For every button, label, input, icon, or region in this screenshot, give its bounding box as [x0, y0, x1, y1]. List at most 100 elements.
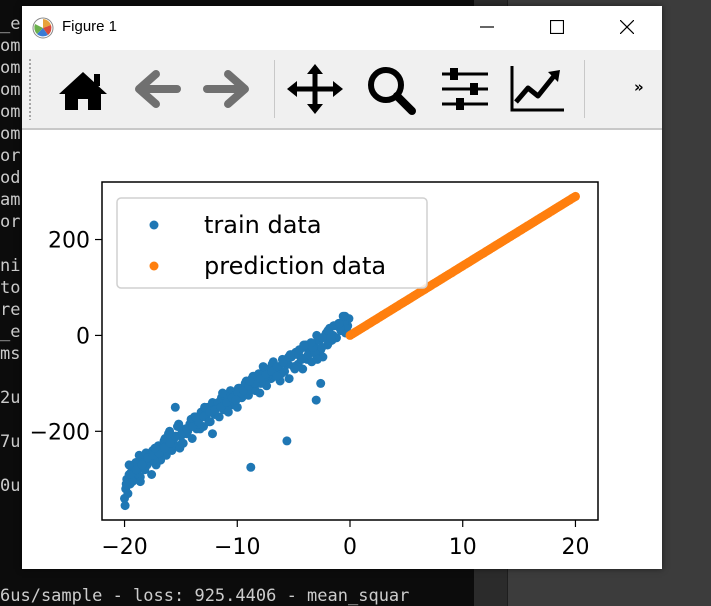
train-data-point [164, 429, 173, 439]
toolbar-separator [274, 60, 275, 118]
train-data-points [120, 311, 354, 511]
train-data-point [285, 350, 295, 360]
train-data-point [147, 470, 157, 479]
close-icon [620, 20, 634, 34]
window-title: Figure 1 [62, 18, 118, 35]
train-data-point [290, 364, 300, 374]
terminal-line: re [0, 300, 21, 320]
terminal-line: om [0, 124, 21, 144]
forward-arrow-icon [203, 70, 249, 108]
maximize-button[interactable] [534, 6, 580, 50]
terminal-bottom-line: 6us/sample - loss: 925.4406 - mean_squar [0, 586, 410, 606]
train-data-point [214, 412, 224, 422]
x-tick-label: −10 [214, 535, 260, 560]
train-data-point [303, 350, 313, 360]
terminal-line: am [0, 190, 21, 210]
train-data-point [282, 436, 292, 446]
matplotlib-app-icon [32, 17, 54, 39]
train-data-point [297, 354, 306, 364]
train-data-point [121, 479, 131, 489]
train-data-point [170, 402, 180, 412]
train-data-point [317, 342, 327, 352]
x-axis-ticks: −20 −10 0 10 20 [101, 520, 589, 560]
home-icon [59, 72, 107, 110]
terminal-line: or [0, 212, 21, 232]
maximize-icon [550, 20, 564, 34]
y-tick-label: 200 [48, 229, 90, 254]
toolbar-grip[interactable] [28, 58, 32, 120]
scatter-plot: −20 −10 0 10 20 −200 0 200 train data predicti… [30, 181, 599, 560]
train-data-point [317, 333, 327, 343]
figure-window: Figure 1 [22, 6, 662, 569]
train-data-point [231, 395, 241, 405]
terminal-line: om [0, 80, 21, 100]
terminal-line: or [0, 146, 21, 166]
train-data-point [326, 333, 336, 343]
home-button[interactable] [54, 62, 112, 116]
edit-axis-icon [510, 66, 564, 112]
train-data-point [246, 462, 256, 472]
edit-axis-button[interactable] [508, 62, 566, 116]
terminal-line: om [0, 102, 21, 122]
terminal-line: 2u [0, 388, 21, 408]
terminal-line: _e [0, 14, 21, 34]
figure-canvas[interactable]: −20 −10 0 10 20 −200 0 200 train data predicti… [22, 130, 662, 569]
train-data-point [173, 422, 182, 431]
terminal-line: om [0, 58, 21, 78]
zoom-icon [368, 67, 416, 115]
train-data-point [232, 402, 242, 412]
pan-icon [287, 64, 343, 114]
terminal-line: ms [0, 344, 21, 364]
subplots-config-icon [442, 68, 488, 110]
train-data-point [165, 438, 175, 448]
legend-train-marker [149, 220, 159, 230]
legend-train-label: train data [204, 211, 322, 239]
title-bar[interactable]: Figure 1 [22, 6, 662, 50]
terminal-line: od [0, 168, 21, 188]
subplots-config-button[interactable] [436, 62, 494, 116]
legend-prediction-marker [149, 261, 159, 271]
train-data-point [338, 311, 348, 321]
prediction-data-points [345, 191, 580, 340]
toolbar-separator [584, 60, 585, 118]
legend-box [116, 197, 428, 289]
train-data-point [218, 388, 228, 398]
terminal-line: om [0, 36, 21, 56]
toolbar-overflow-button[interactable]: » [634, 78, 644, 96]
train-data-point [298, 364, 308, 374]
train-data-point [306, 338, 316, 348]
y-tick-label: −200 [30, 420, 90, 445]
x-tick-label: −20 [101, 535, 147, 560]
train-data-point [258, 362, 268, 372]
back-arrow-icon [135, 70, 181, 108]
train-data-point [204, 417, 214, 427]
train-data-point [255, 388, 265, 398]
terminal-line: ni [0, 256, 21, 276]
train-data-point [150, 443, 160, 453]
back-button[interactable] [128, 62, 186, 116]
terminal-line: _e [0, 322, 21, 342]
legend-prediction-label: prediction data [204, 252, 386, 280]
train-data-point [137, 460, 147, 470]
pan-button[interactable] [286, 62, 344, 116]
train-data-point [191, 412, 201, 422]
train-data-point [299, 340, 309, 350]
close-button[interactable] [604, 6, 650, 50]
y-tick-label: 0 [76, 324, 90, 349]
y-axis-ticks: −200 0 200 [30, 229, 102, 445]
x-tick-label: 20 [561, 535, 589, 560]
minimize-icon [480, 26, 494, 28]
zoom-button[interactable] [362, 62, 420, 116]
train-data-point [135, 477, 145, 487]
legend: train data prediction data [116, 197, 428, 289]
train-data-point [245, 376, 255, 386]
forward-button[interactable] [198, 62, 256, 116]
train-data-point [342, 323, 352, 333]
train-data-point [120, 501, 130, 511]
train-data-point [208, 429, 217, 439]
prediction-data-point [571, 191, 580, 201]
train-data-point [177, 438, 187, 448]
terminal-line: 7u [0, 432, 21, 452]
x-tick-label: 0 [343, 535, 357, 560]
minimize-button[interactable] [464, 6, 510, 50]
